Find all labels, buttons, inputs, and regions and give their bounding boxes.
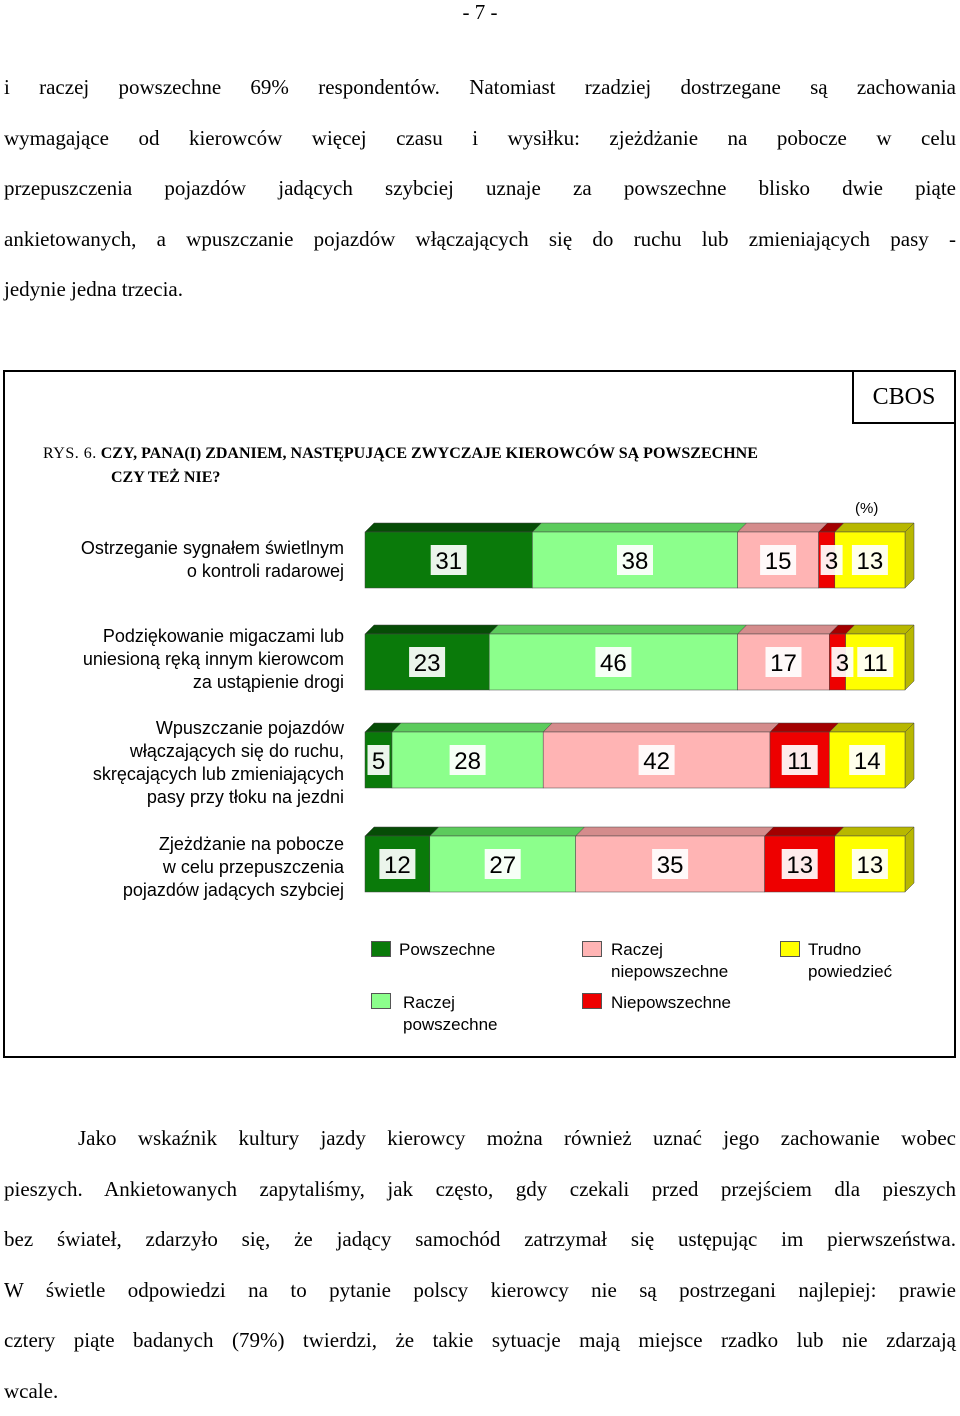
bar-side-face [905,625,914,690]
outro-line: W świetle odpowiedzi na to pytanie polsc… [4,1265,956,1316]
bar-top-face [835,523,914,532]
intro-line: ankietowanych, a wpuszczanie pojazdów wł… [4,214,956,265]
legend-swatch-trudno-powiedziec [780,941,800,957]
value-label: 14 [854,748,881,775]
bar-top-face [765,827,844,836]
bar-top-face [846,625,914,634]
bar-top-face [365,827,439,836]
legend-label-line: Raczej [611,939,728,961]
outro-paragraph: Jako wskaźnik kultury jazdy kierowcy moż… [4,1113,956,1416]
value-label: 12 [384,852,411,879]
value-label: 13 [857,548,884,575]
value-label: 11 [863,650,888,677]
value-label: 5 [372,748,385,775]
legend-label: Niepowszechne [611,992,731,1014]
legend-label-line: powiedzieć [808,961,892,983]
stacked-bar-chart: 31 38 15 3 13 23 46 17 3 11 5 28 42 11 14 12 27 35 13 13 [5,372,955,932]
bar-side-face [905,827,914,892]
legend-label-line: Powszechne [399,939,495,961]
value-label: 28 [454,748,481,775]
outro-line: wcale. [4,1366,956,1416]
value-label: 3 [836,650,849,677]
bar-top-face [489,625,746,634]
value-label: 46 [600,650,627,677]
legend-label: Raczej powszechne [403,992,498,1036]
outro-line: bez świateł, zdarzyło się, że jadący sam… [4,1214,956,1265]
bar-top-face [532,523,746,532]
intro-line: i raczej powszechne 69% respondentów. Na… [4,62,956,113]
value-label: 15 [765,548,792,575]
bar-top-face [576,827,774,836]
bar-top-face [365,625,498,634]
bar-side-face [905,523,914,588]
legend-label: Raczej niepowszechne [611,939,728,983]
figure-frame: CBOS RYS. 6. CZY, PANA(I) ZDANIEM, NASTĘ… [3,370,956,1058]
outro-line: Jako wskaźnik kultury jazdy kierowcy moż… [4,1113,956,1164]
value-label: 11 [787,748,812,775]
value-label: 27 [489,852,516,879]
legend-label-line: Niepowszechne [611,992,731,1014]
bar-top-face [738,625,839,634]
bar-top-face [392,723,552,732]
legend-label-line: Trudno [808,939,892,961]
legend-swatch-niepowszechne [582,993,602,1009]
legend-label-line: niepowszechne [611,961,728,983]
value-label: 35 [657,852,684,879]
value-label: 31 [435,548,462,575]
bar-top-face [738,523,828,532]
legend-label-line: Raczej [403,992,498,1014]
intro-paragraph: i raczej powszechne 69% respondentów. Na… [4,62,956,315]
value-label: 13 [857,852,884,879]
legend-label-line: powszechne [403,1014,498,1036]
value-label: 3 [825,548,838,575]
intro-line: wymagające od kierowców więcej czasu i w… [4,113,956,164]
bar-top-face [770,723,838,732]
bar-top-face [835,827,914,836]
bar-top-face [365,523,541,532]
value-label: 23 [414,650,441,677]
page-number: - 7 - [0,0,960,25]
value-label: 13 [786,852,813,879]
bar-side-face [905,723,914,788]
outro-line: cztery piąte badanych (79%) twierdzi, że… [4,1315,956,1366]
value-label: 42 [643,748,670,775]
value-label: 17 [770,650,797,677]
bar-top-face [543,723,779,732]
intro-line: przepuszczenia pojazdów jadących szybcie… [4,163,956,214]
intro-line: jedynie jedna trzecia. [4,264,956,315]
value-label: 38 [622,548,649,575]
bar-top-face [430,827,585,836]
legend-swatch-raczej-niepowszechne [582,941,602,957]
bar-top-face [829,723,914,732]
legend-label: Trudno powiedzieć [808,939,892,983]
legend-swatch-raczej-powszechne [371,993,391,1009]
legend-swatch-powszechne [371,941,391,957]
outro-line: pieszych. Ankietowanych zapytaliśmy, jak… [4,1164,956,1215]
legend-label: Powszechne [399,939,495,961]
